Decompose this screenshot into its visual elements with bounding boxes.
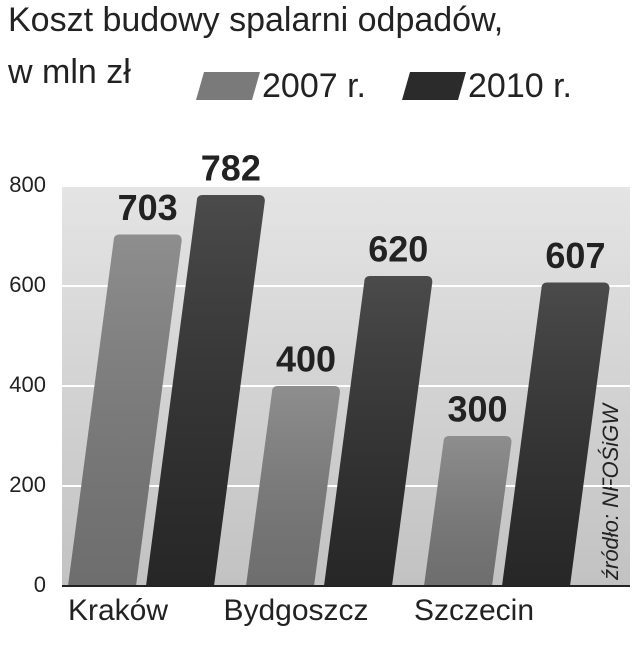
y-tick-label: 0	[34, 572, 46, 597]
bar-shade	[246, 386, 340, 586]
bar-shade	[68, 234, 182, 586]
y-tick-label: 600	[9, 272, 46, 297]
value-label: 703	[118, 187, 178, 228]
x-tick-label: Szczecin	[414, 594, 534, 627]
bar-shade	[146, 195, 265, 586]
legend-swatch	[402, 72, 466, 100]
chart-title: Koszt budowy spalarni odpadów,	[8, 1, 503, 39]
value-label: 607	[545, 235, 605, 276]
value-label: 620	[368, 229, 428, 270]
bar-shade	[502, 282, 610, 586]
legend-label: 2010 r.	[468, 67, 572, 105]
legend-label: 2007 r.	[262, 67, 366, 105]
value-label: 782	[201, 148, 261, 189]
legend-swatch	[196, 72, 260, 100]
y-tick-label: 400	[9, 372, 46, 397]
y-tick-label: 800	[9, 172, 46, 197]
value-label: 300	[447, 389, 507, 430]
chart-subtitle: w mln zł	[7, 53, 131, 91]
bar-shade	[324, 276, 433, 586]
x-tick-label: Bydgoszcz	[223, 594, 368, 627]
source-note: źródło: NFOŚiGW	[598, 402, 623, 581]
value-label: 400	[276, 339, 336, 380]
bar-shade	[424, 436, 512, 586]
x-tick-label: Kraków	[68, 594, 168, 627]
y-tick-label: 200	[9, 472, 46, 497]
